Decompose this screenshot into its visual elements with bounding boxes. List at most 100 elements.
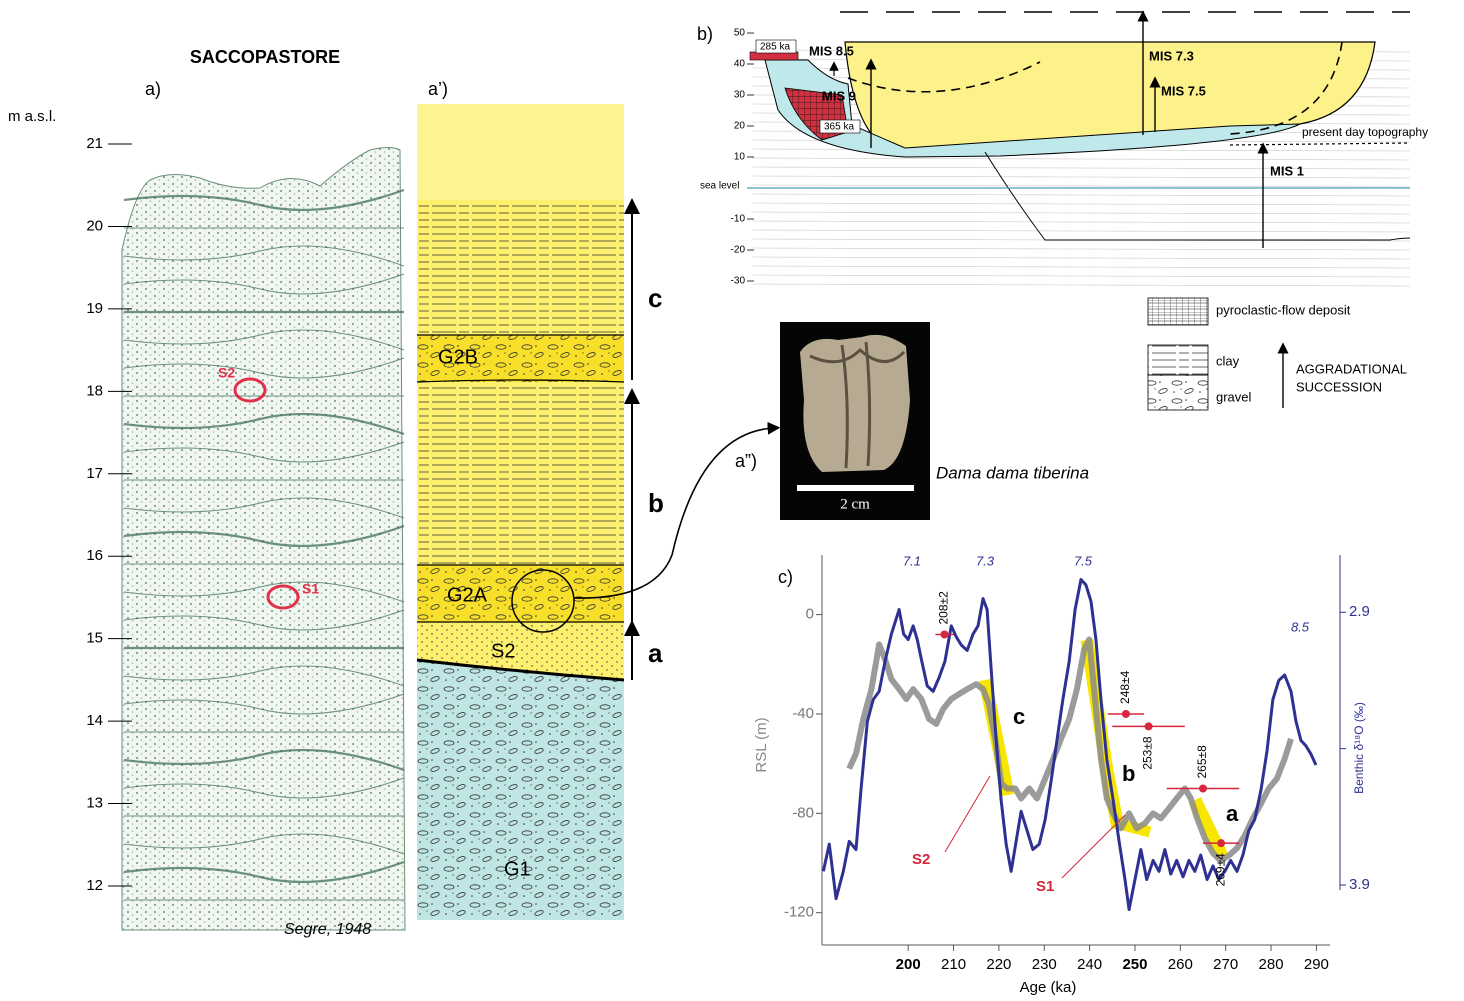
chart: 2002102202302402502602702802900-40-80-12…: [784, 555, 1370, 973]
layer: [417, 104, 624, 200]
y-axis-label: RSL (m): [753, 717, 770, 772]
x-axis-label: Age (ka): [1020, 979, 1077, 996]
strata-line: [752, 212, 1410, 214]
clay-texture: [417, 200, 624, 335]
legend-swatch: [1148, 298, 1208, 325]
y2-tick-label: 2.9: [1349, 603, 1370, 620]
unit-label: G1: [504, 858, 531, 880]
strata-line: [752, 230, 1410, 232]
x-tick-label: 200: [896, 956, 921, 973]
y-tick-label: 14: [86, 712, 103, 729]
sequence-label: b: [648, 488, 664, 518]
x-tick-label: 260: [1168, 956, 1193, 973]
scale-bar: [797, 485, 914, 491]
legend-swatch: [1148, 345, 1208, 375]
strata-line: [752, 248, 1410, 250]
segment-label: a: [1226, 801, 1239, 826]
scale-label: 2 cm: [840, 496, 870, 512]
segment-label: b: [1122, 761, 1135, 786]
panel-label: b): [697, 24, 713, 44]
sample-label: S2: [912, 851, 930, 868]
panel-title: SACCOPASTORE: [190, 47, 340, 67]
sea-level-label: sea level: [700, 181, 739, 192]
segment-label: c: [1013, 704, 1025, 729]
y-tick-label: -30: [731, 276, 746, 287]
unit-label: G2B: [438, 346, 478, 368]
y2-tick-label: 3.9: [1349, 876, 1370, 893]
age-label: 365 ka: [824, 122, 854, 133]
strata-line: [752, 185, 1410, 187]
sample-label: S1: [302, 581, 319, 597]
y-tick-label: 15: [86, 630, 103, 647]
figure: SACCOPASTORE a) m a.s.l. S2 S1 Segre, 19…: [0, 0, 1464, 1001]
x-tick-label: 270: [1213, 956, 1238, 973]
x-tick-label: 290: [1304, 956, 1329, 973]
y-tick-label: -120: [784, 904, 814, 921]
legend-swatch: [1148, 375, 1208, 410]
legend-label: SUCCESSION: [1296, 379, 1382, 394]
date-label: 265±8: [1195, 745, 1209, 779]
sample-label: S2: [218, 365, 235, 381]
topography: [1230, 143, 1410, 145]
unit-label: G2A: [447, 584, 488, 606]
strata-line: [752, 284, 1410, 286]
y-tick-label: -80: [792, 804, 814, 821]
leader-line: [1062, 815, 1125, 878]
mis-label: MIS 8.5: [809, 43, 854, 58]
sequence-label: a: [648, 638, 663, 668]
panel-label: a): [145, 79, 161, 99]
data-line: [823, 580, 1316, 910]
strata-line: [752, 176, 1410, 178]
legend-label: pyroclastic-flow deposit: [1216, 302, 1351, 317]
y-tick-label: 10: [734, 152, 746, 163]
sequence-label: c: [648, 283, 662, 313]
data-line: [849, 639, 1291, 860]
y2-axis-label: Benthic δ¹⁸O (‰): [1352, 702, 1366, 794]
strata-line: [752, 167, 1410, 169]
strata-line: [752, 275, 1410, 277]
x-tick-label: 220: [986, 956, 1011, 973]
strata-line: [752, 221, 1410, 223]
x-tick-label: 280: [1259, 956, 1284, 973]
credit: Segre, 1948: [284, 921, 371, 938]
species: Dama dama tiberina: [936, 463, 1089, 482]
y-tick-label: 0: [806, 606, 814, 623]
y-tick-label: 12: [86, 877, 103, 894]
panel-label: c): [778, 567, 793, 587]
unit-label: S2: [491, 640, 515, 662]
y-tick-label: 17: [86, 465, 103, 482]
y-tick-label: -40: [792, 705, 814, 722]
y-tick-label: 16: [86, 547, 103, 564]
strata-line: [752, 203, 1410, 205]
mis-label: 7.3: [976, 553, 995, 568]
y-tick-label: 20: [734, 121, 746, 132]
y-tick-label: 40: [734, 59, 746, 70]
x-tick-label: 230: [1032, 956, 1057, 973]
date-point: [1145, 722, 1153, 730]
axis-label: m a.s.l.: [8, 108, 56, 125]
panel-label: a’): [428, 79, 448, 99]
strata-line: [752, 257, 1410, 259]
panel-label: a”): [735, 451, 757, 471]
date-label: 269±4: [1213, 853, 1227, 887]
strata-line: [752, 194, 1410, 196]
y-tick-label: -10: [731, 214, 746, 225]
x-tick-label: 240: [1077, 956, 1102, 973]
date-point: [940, 630, 948, 638]
y-tick-label: 50: [734, 28, 746, 39]
mis-label: MIS 1: [1270, 163, 1304, 178]
strata-line: [752, 158, 1410, 160]
date-point: [1199, 785, 1207, 793]
x-tick-label: 250: [1122, 956, 1147, 973]
topography-label: present day topography: [1302, 125, 1428, 139]
y-tick-label: 30: [734, 90, 746, 101]
sample-label: S1: [1036, 878, 1054, 895]
y-tick-label: 19: [86, 300, 103, 317]
age-label: 285 ka: [760, 42, 790, 53]
y-tick-label: -20: [731, 245, 746, 256]
clay-texture: [417, 382, 624, 565]
mis-label: 7.1: [903, 553, 921, 568]
date-label: 253±8: [1141, 736, 1155, 770]
leader-line: [945, 776, 990, 852]
y-tick-label: 18: [86, 382, 103, 399]
